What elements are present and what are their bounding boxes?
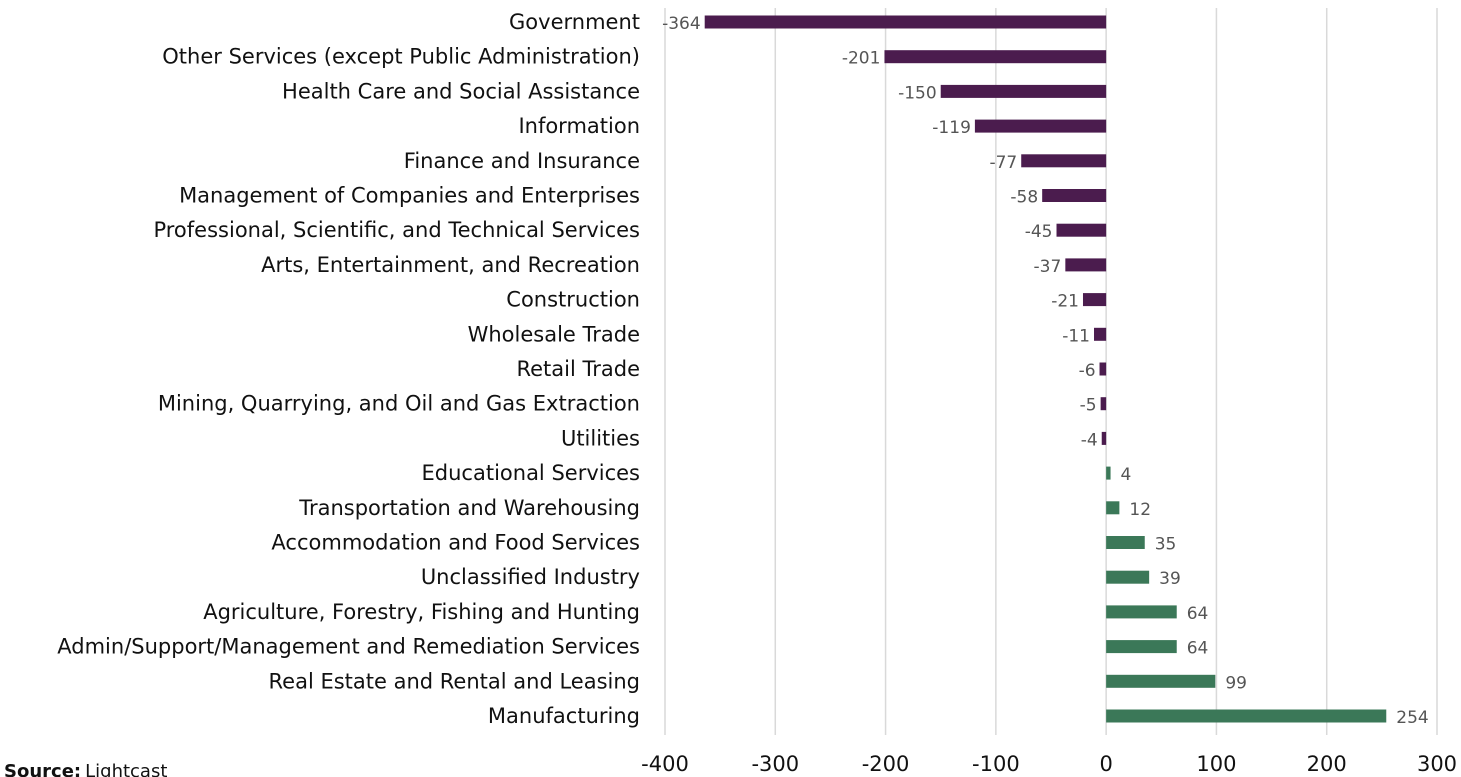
data-label: 12 — [1129, 500, 1151, 520]
y-tick-label: Arts, Entertainment, and Recreation — [261, 253, 640, 277]
y-tick-label: Admin/Support/Management and Remediation… — [57, 635, 640, 659]
y-tick-label: Real Estate and Rental and Leasing — [269, 669, 640, 693]
bar — [1065, 258, 1107, 272]
bar — [1106, 501, 1120, 515]
y-tick-label: Management of Companies and Enterprises — [179, 184, 640, 208]
y-tick-label: Other Services (except Public Administra… — [162, 45, 640, 69]
data-label: 39 — [1159, 569, 1181, 589]
data-label: -37 — [1034, 257, 1062, 277]
data-label: -150 — [898, 83, 937, 103]
data-label: -11 — [1062, 326, 1090, 346]
bar — [1106, 466, 1111, 480]
data-label: 4 — [1121, 465, 1132, 485]
x-tick-label: 0 — [1099, 752, 1112, 776]
data-label: -6 — [1079, 361, 1096, 381]
y-tick-label: Government — [509, 10, 640, 34]
bar — [1101, 431, 1107, 445]
bar — [1106, 674, 1216, 688]
y-tick-label: Unclassified Industry — [421, 565, 640, 589]
y-tick-label: Information — [518, 114, 640, 138]
y-tick-label: Manufacturing — [488, 704, 640, 728]
bar — [1106, 709, 1387, 723]
data-label: 64 — [1187, 639, 1209, 659]
y-tick-label: Health Care and Social Assistance — [282, 79, 640, 103]
data-label: -4 — [1081, 430, 1098, 450]
bar — [1106, 536, 1145, 549]
bar — [1082, 293, 1107, 307]
bar — [884, 50, 1107, 64]
bar — [1042, 189, 1107, 202]
x-tick-label: -400 — [641, 752, 689, 776]
data-label: -119 — [932, 118, 971, 138]
bar — [1106, 605, 1177, 619]
data-label: -77 — [989, 153, 1017, 173]
data-label: -45 — [1025, 222, 1053, 242]
data-label: 99 — [1225, 673, 1247, 693]
x-tick-label: -200 — [862, 752, 910, 776]
y-tick-label: Wholesale Trade — [468, 322, 640, 346]
bar — [974, 119, 1107, 133]
source-text: Lightcast — [85, 761, 167, 777]
y-tick-label: Utilities — [561, 426, 640, 450]
bar — [1106, 640, 1177, 654]
x-tick-label: 300 — [1417, 752, 1457, 776]
y-tick-label: Construction — [506, 288, 640, 312]
source-note: Source: Lightcast — [4, 761, 167, 777]
bar — [940, 84, 1107, 98]
bar — [1099, 362, 1107, 376]
data-label: -21 — [1051, 292, 1079, 312]
source-label: Source: — [4, 761, 81, 777]
y-tick-label: Transportation and Warehousing — [298, 496, 640, 520]
x-tick-label: 200 — [1307, 752, 1347, 776]
data-label: -58 — [1010, 188, 1038, 208]
bar — [1056, 223, 1107, 237]
y-tick-label: Agriculture, Forestry, Fishing and Hunti… — [203, 600, 640, 624]
bar — [1106, 570, 1150, 584]
x-tick-label: -300 — [751, 752, 799, 776]
bar — [1094, 327, 1107, 341]
y-tick-label: Finance and Insurance — [404, 149, 640, 173]
data-label: 35 — [1155, 535, 1177, 555]
y-tick-label: Accommodation and Food Services — [271, 531, 640, 555]
bar — [1021, 154, 1107, 168]
y-tick-label: Mining, Quarrying, and Oil and Gas Extra… — [158, 392, 640, 416]
y-tick-label: Professional, Scientific, and Technical … — [153, 218, 640, 242]
data-label: 254 — [1396, 708, 1428, 728]
y-tick-label: Retail Trade — [516, 357, 640, 381]
x-tick-label: -100 — [972, 752, 1020, 776]
data-label: 64 — [1187, 604, 1209, 624]
data-label: -201 — [842, 49, 881, 69]
x-tick-label: 100 — [1196, 752, 1236, 776]
bar — [704, 15, 1107, 29]
y-tick-label: Educational Services — [422, 461, 640, 485]
bar — [1100, 397, 1107, 411]
data-label: -364 — [662, 14, 701, 34]
data-label: -5 — [1080, 396, 1097, 416]
